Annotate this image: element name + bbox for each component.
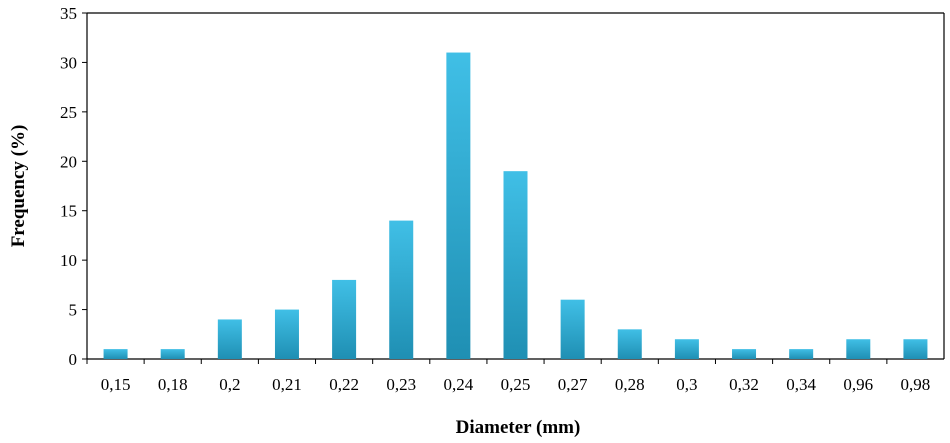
x-tick-label: 0,34 [786,375,816,394]
bar [217,319,242,359]
y-tick-label: 35 [60,4,77,23]
x-tick-label: 0,23 [386,375,416,394]
bar [560,299,585,359]
x-tick-label: 0,96 [843,375,873,394]
y-axis-title: Frequency (%) [8,125,29,248]
bar [103,349,128,359]
x-tick-label: 0,28 [615,375,645,394]
x-axis-title: Diameter (mm) [456,417,581,438]
bar [617,329,642,359]
x-tick-label: 0,2 [219,375,240,394]
y-tick-label: 25 [60,103,77,122]
x-tick-label: 0,21 [272,375,302,394]
x-tick-label: 0,22 [329,375,359,394]
y-tick-label: 30 [60,53,77,72]
y-tick-label: 0 [69,350,78,369]
bar [389,220,414,359]
plot-area: 0 5 10 15 20 25 30 35 0,15 0,18 0,2 0,21 0,22 0,23 0,2… [60,4,945,394]
x-tick-label: 0,25 [501,375,531,394]
y-tick-label: 5 [69,301,78,320]
bar [274,309,299,359]
bar [503,171,528,359]
x-tick-label: 0,3 [676,375,697,394]
bar [789,349,814,359]
bar [674,339,699,359]
x-tick-label: 0,27 [558,375,588,394]
x-tick-label: 0,15 [101,375,131,394]
bar [732,349,757,359]
bar [446,52,471,360]
x-tick-label: 0,32 [729,375,759,394]
bar [332,279,357,359]
y-tick-label: 10 [60,251,77,270]
y-tick-label: 15 [60,202,77,221]
x-tick-label: 0,24 [443,375,473,394]
bar [846,339,871,359]
y-tick-label: 20 [60,152,77,171]
bar [160,349,185,359]
bar [903,339,928,359]
x-tick-label: 0,18 [158,375,188,394]
x-tick-label: 0,98 [901,375,931,394]
